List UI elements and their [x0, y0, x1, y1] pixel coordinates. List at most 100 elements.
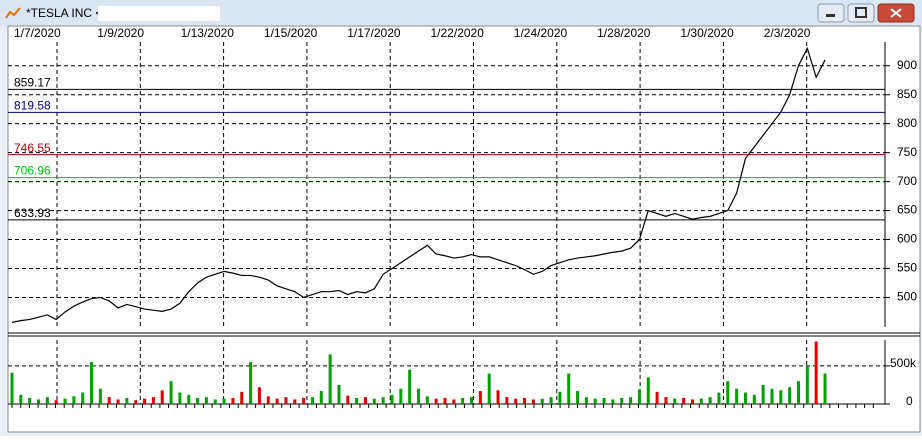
volume-bar — [487, 373, 491, 404]
close-icon — [890, 8, 902, 18]
volume-bar — [81, 392, 85, 404]
minimize-button[interactable] — [817, 3, 845, 23]
volume-bar — [796, 381, 800, 404]
volume-bar — [576, 391, 580, 404]
volume-bar — [549, 397, 553, 404]
x-tick-label: 1/30/2020 — [680, 26, 734, 40]
volume-bar — [699, 398, 703, 404]
volume-bar — [302, 397, 306, 404]
y-tick-label: 550 — [897, 261, 917, 275]
volume-bar — [213, 399, 217, 404]
volume-bar — [611, 399, 615, 404]
x-tick-label: 1/22/2020 — [431, 26, 485, 40]
window-buttons[interactable] — [817, 3, 915, 23]
minimize-icon — [826, 14, 835, 17]
volume-bar — [90, 362, 94, 404]
volume-bar — [602, 397, 606, 404]
volume-bar — [567, 373, 571, 404]
volume-bar — [160, 390, 164, 404]
volume-bar — [293, 399, 297, 404]
volume-bar — [310, 397, 314, 404]
volume-bar — [646, 377, 650, 404]
chart-area — [7, 25, 921, 433]
level-label: 633.93 — [14, 206, 51, 220]
x-tick-label: 1/17/2020 — [347, 26, 401, 40]
volume-bar — [514, 398, 518, 404]
y-tick-label: 500 — [897, 290, 917, 304]
y-tick-label: 750 — [897, 145, 917, 159]
volume-bar — [452, 399, 456, 404]
volume-bar — [37, 399, 41, 404]
volume-bar — [363, 397, 367, 404]
volume-bar — [231, 397, 235, 404]
volume-bar — [523, 397, 527, 404]
volume-tick-label: 0 — [906, 394, 913, 408]
volume-bar — [726, 381, 730, 404]
volume-bar — [328, 354, 332, 404]
volume-bar — [54, 400, 58, 404]
level-label: 819.58 — [14, 99, 51, 113]
volume-bar — [496, 390, 500, 404]
y-tick-label: 650 — [897, 203, 917, 217]
volume-bar — [558, 391, 562, 404]
volume-bar — [417, 388, 420, 404]
volume-bar — [540, 398, 544, 404]
volume-bar — [761, 384, 765, 404]
volume-bar — [664, 397, 668, 404]
volume-bar — [143, 398, 147, 404]
volume-bar — [125, 397, 129, 404]
volume-bar — [805, 365, 809, 404]
volume-bar — [505, 397, 509, 404]
volume-bar — [655, 391, 659, 404]
y-tick-label: 850 — [897, 87, 917, 101]
volume-bar — [461, 397, 465, 404]
x-tick-label: 1/24/2020 — [514, 26, 568, 40]
y-tick-label: 900 — [897, 58, 917, 72]
volume-bar — [45, 397, 49, 404]
volume-bar — [116, 399, 120, 404]
maximize-icon — [855, 7, 867, 18]
volume-bar — [779, 390, 783, 404]
volume-bar — [178, 392, 182, 404]
volume-bar — [107, 397, 111, 404]
volume-bar — [222, 398, 226, 404]
volume-bar — [470, 397, 474, 404]
volume-bar — [346, 395, 350, 404]
volume-bar — [240, 391, 244, 404]
volume-tick-label: 500k — [890, 356, 917, 370]
volume-bar — [593, 398, 597, 404]
x-tick-label: 1/15/2020 — [264, 26, 318, 40]
volume-bar — [629, 397, 633, 404]
volume-bar — [337, 384, 341, 404]
volume-bar — [743, 392, 747, 404]
volume-bar — [72, 396, 76, 404]
volume-bar — [814, 341, 818, 404]
volume-bar — [620, 397, 624, 404]
x-tick-label: 1/13/2020 — [181, 26, 235, 40]
x-tick-label: 1/28/2020 — [597, 26, 651, 40]
volume-bar — [381, 397, 385, 404]
volume-bar — [266, 396, 270, 404]
x-tick-label: 1/7/2020 — [14, 26, 61, 40]
volume-bar — [408, 369, 412, 404]
volume-bar — [98, 388, 102, 404]
maximize-button[interactable] — [847, 3, 875, 23]
volume-bar — [275, 398, 279, 404]
volume-bar — [134, 400, 138, 404]
price-line — [11, 46, 826, 323]
volume-bar — [717, 392, 721, 404]
volume-bar — [187, 394, 191, 404]
volume-bar — [355, 397, 359, 404]
volume-bar — [708, 397, 712, 404]
volume-bar — [10, 372, 14, 404]
volume-bar — [28, 397, 32, 404]
volume-bar — [690, 399, 694, 404]
volume-bar — [584, 397, 588, 404]
volume-bar — [319, 391, 323, 404]
redacted-field — [98, 6, 220, 21]
volume-bar — [169, 381, 173, 404]
y-tick-label: 600 — [897, 232, 917, 246]
volume-bar — [204, 397, 208, 404]
volume-bar — [823, 373, 827, 404]
